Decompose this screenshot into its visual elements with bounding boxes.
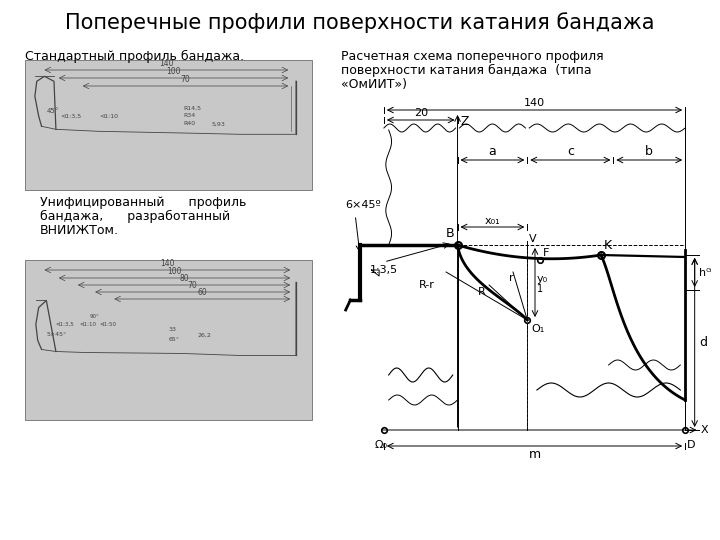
Text: X: X: [701, 425, 708, 435]
Text: F: F: [543, 248, 549, 258]
Text: D: D: [687, 440, 696, 450]
Text: 65°: 65°: [168, 338, 179, 342]
Text: 80: 80: [179, 274, 189, 283]
Text: 60: 60: [197, 288, 207, 297]
Text: R14,5: R14,5: [183, 105, 201, 110]
Text: Стандартный профиль бандажа.: Стандартный профиль бандажа.: [25, 50, 244, 63]
Text: 33: 33: [168, 327, 176, 333]
Text: b: b: [645, 145, 653, 158]
Text: ⊲1:3,5: ⊲1:3,5: [60, 114, 82, 119]
Text: 26,2: 26,2: [197, 333, 211, 338]
Text: ВНИИЖТом.: ВНИИЖТом.: [40, 224, 119, 237]
Text: 5×45°: 5×45°: [46, 332, 66, 337]
Text: «ОмИИТ»): «ОмИИТ»): [341, 78, 407, 91]
Text: B: B: [446, 227, 454, 240]
Text: 140: 140: [524, 98, 545, 108]
Text: x₀₁: x₀₁: [485, 216, 500, 226]
Text: 70: 70: [181, 75, 190, 84]
Text: Унифицированный      профиль: Унифицированный профиль: [40, 196, 246, 209]
Text: ⊲1:10: ⊲1:10: [99, 114, 118, 119]
Text: R40: R40: [183, 122, 195, 126]
Text: 70: 70: [188, 281, 197, 290]
Text: R: R: [477, 287, 485, 297]
Text: Ω₀: Ω₀: [374, 440, 387, 450]
Text: R34: R34: [183, 113, 195, 118]
Text: 140: 140: [160, 259, 174, 268]
Text: c: c: [567, 145, 574, 158]
Text: 1: 1: [537, 284, 543, 294]
Text: Z: Z: [460, 115, 469, 128]
Text: Расчетная схема поперечного профиля: Расчетная схема поперечного профиля: [341, 50, 603, 63]
Bar: [25, 260, 312, 420]
Text: r: r: [509, 273, 513, 283]
Text: ⊲1:10: ⊲1:10: [80, 322, 96, 327]
Text: d: d: [699, 336, 708, 349]
Text: 20: 20: [414, 108, 428, 118]
Text: K: K: [604, 239, 612, 252]
Text: бандажа,      разработанный: бандажа, разработанный: [40, 210, 230, 223]
Text: 100: 100: [166, 67, 181, 76]
Text: ⊲1:50: ⊲1:50: [99, 322, 116, 327]
Text: O₁: O₁: [531, 324, 544, 334]
Text: 100: 100: [167, 267, 181, 276]
Text: R-r: R-r: [419, 280, 435, 290]
Text: m: m: [528, 448, 541, 461]
Text: 5,93: 5,93: [211, 122, 225, 126]
Text: y₀: y₀: [537, 274, 548, 284]
Bar: [25, 60, 312, 190]
Text: a: a: [489, 145, 496, 158]
Text: hᴳ: hᴳ: [699, 268, 712, 278]
Text: V: V: [529, 234, 537, 244]
Text: 1:3,5: 1:3,5: [369, 265, 397, 275]
Text: 90°: 90°: [89, 314, 99, 319]
Text: поверхности катания бандажа  (типа: поверхности катания бандажа (типа: [341, 64, 592, 77]
Text: 6×45º: 6×45º: [346, 200, 382, 210]
Text: ⊲1:3,5: ⊲1:3,5: [56, 322, 75, 327]
Text: Поперечные профили поверхности катания бандажа: Поперечные профили поверхности катания б…: [66, 12, 654, 33]
Text: 140: 140: [159, 59, 174, 68]
Text: 45°: 45°: [46, 109, 58, 114]
